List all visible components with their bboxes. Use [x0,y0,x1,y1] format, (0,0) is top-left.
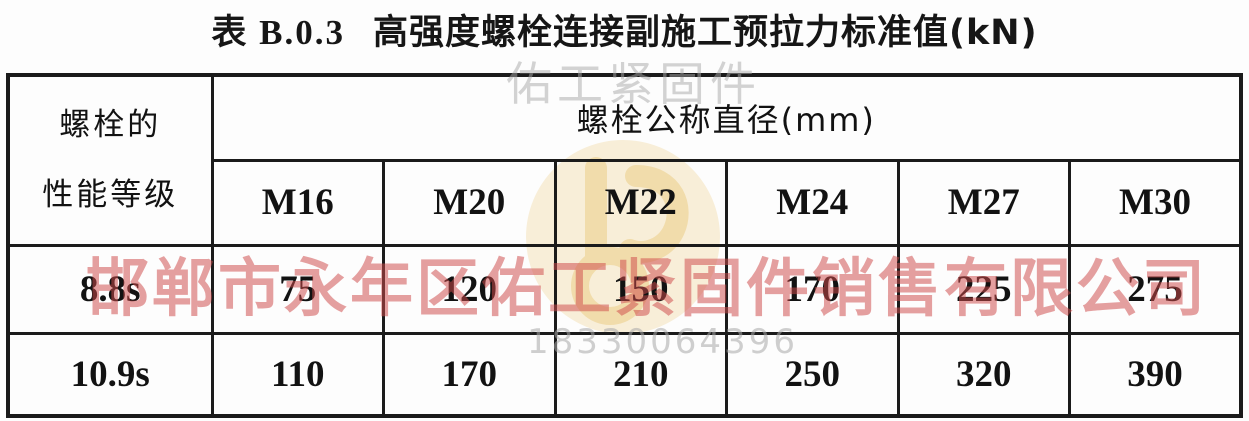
value-cell: 225 [896,243,1071,335]
column-header-m16: M16 [210,158,385,247]
column-header-m22: M22 [553,158,728,247]
value-cell: 210 [553,331,728,418]
column-header-m24: M24 [725,158,900,247]
value-cell: 170 [382,331,557,418]
table-title-text: 高强度螺栓连接副施工预拉力标准值(kN) [373,13,1038,53]
grade-cell: 10.9s [6,331,214,418]
row-header-line1: 螺栓的 [59,107,162,144]
table-number-label: 表 B.0.3 [211,13,346,52]
value-cell: 275 [1068,243,1243,335]
table-row: 8.8s 75 120 150 170 225 275 [6,243,1243,335]
row-header-line2: 性能等级 [42,177,179,214]
column-group-header-cell: 螺栓公称直径(mm) [210,73,1243,162]
page-title: 表 B.0.3 高强度螺栓连接副施工预拉力标准值(kN) [0,4,1249,55]
column-header-m20: M20 [382,158,557,247]
value-cell: 120 [382,243,557,335]
column-header-m27: M27 [896,158,1071,247]
spec-table-container: 螺栓的 性能等级 螺栓公称直径(mm) M16 M20 M22 M24 M27 … [6,73,1243,418]
value-cell: 110 [210,331,385,418]
bolt-pretension-table: 螺栓的 性能等级 螺栓公称直径(mm) M16 M20 M22 M24 M27 … [6,73,1243,418]
value-cell: 390 [1068,331,1243,418]
table-row: 10.9s 110 170 210 250 320 390 [6,331,1243,418]
column-header-m30: M30 [1068,158,1243,247]
value-cell: 250 [725,331,900,418]
table-row: 螺栓的 性能等级 螺栓公称直径(mm) [6,73,1243,247]
value-cell: 170 [725,243,900,335]
row-header-cell: 螺栓的 性能等级 [6,73,214,247]
value-cell: 75 [210,243,385,335]
value-cell: 150 [553,243,728,335]
value-cell: 320 [896,331,1071,418]
grade-cell: 8.8s [6,243,214,335]
